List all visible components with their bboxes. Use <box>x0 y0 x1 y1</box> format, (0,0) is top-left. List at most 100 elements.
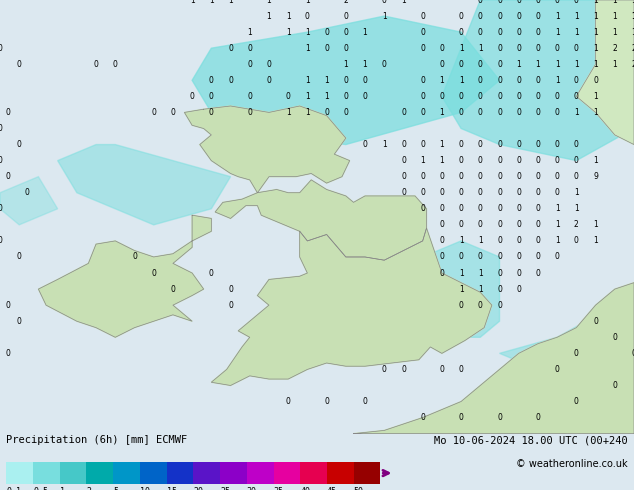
Text: 0: 0 <box>536 236 540 245</box>
Text: 2: 2 <box>631 60 634 69</box>
Text: 0: 0 <box>574 44 579 53</box>
Text: 1: 1 <box>363 27 368 37</box>
Text: 0: 0 <box>497 27 502 37</box>
Text: 1: 1 <box>555 236 560 245</box>
Text: 0: 0 <box>247 44 252 53</box>
Text: 1: 1 <box>555 204 560 213</box>
Polygon shape <box>192 16 500 145</box>
Text: 0: 0 <box>420 172 425 181</box>
Text: 1: 1 <box>344 60 348 69</box>
Text: 0: 0 <box>420 12 425 21</box>
Text: 0: 0 <box>478 60 482 69</box>
Text: 0: 0 <box>420 140 425 149</box>
Text: 1: 1 <box>574 108 579 117</box>
Text: 0: 0 <box>458 252 463 262</box>
Text: 0: 0 <box>458 27 463 37</box>
Text: 1: 1 <box>574 60 579 69</box>
Text: 0: 0 <box>344 44 348 53</box>
Text: 0: 0 <box>497 269 502 277</box>
Text: 1: 1 <box>478 285 482 294</box>
Polygon shape <box>0 177 58 225</box>
Text: 0: 0 <box>555 156 560 165</box>
Text: 0: 0 <box>228 44 233 53</box>
Text: 0: 0 <box>516 285 521 294</box>
Text: 0: 0 <box>536 204 540 213</box>
Text: 0: 0 <box>132 252 137 262</box>
Text: 0: 0 <box>16 60 22 69</box>
Text: 0: 0 <box>382 0 387 4</box>
Text: 1: 1 <box>266 12 271 21</box>
Text: 1: 1 <box>459 269 463 277</box>
Text: 0: 0 <box>420 188 425 197</box>
Text: 0: 0 <box>574 92 579 101</box>
Text: 0: 0 <box>478 172 482 181</box>
Text: 0: 0 <box>247 60 252 69</box>
Text: 0: 0 <box>536 92 540 101</box>
Text: 1: 1 <box>631 27 634 37</box>
Bar <box>167 462 193 484</box>
Polygon shape <box>576 0 634 145</box>
Text: 0: 0 <box>190 92 195 101</box>
Text: 0: 0 <box>497 188 502 197</box>
Text: 1: 1 <box>324 76 329 85</box>
Text: 0: 0 <box>555 92 560 101</box>
Text: 0: 0 <box>536 108 540 117</box>
Text: 0: 0 <box>439 365 444 374</box>
Bar <box>247 462 273 484</box>
Text: 1: 1 <box>305 27 310 37</box>
Text: 10: 10 <box>140 487 150 490</box>
Text: 0: 0 <box>0 124 3 133</box>
Text: 0: 0 <box>171 108 176 117</box>
Text: 0: 0 <box>536 12 540 21</box>
Text: 0: 0 <box>266 76 271 85</box>
Text: 35: 35 <box>273 487 283 490</box>
Text: 0: 0 <box>612 333 618 342</box>
Text: 0: 0 <box>209 269 214 277</box>
Text: 1: 1 <box>286 27 290 37</box>
Text: 1: 1 <box>439 140 444 149</box>
Text: 0: 0 <box>439 204 444 213</box>
Text: 0: 0 <box>516 252 521 262</box>
Text: 0: 0 <box>478 76 482 85</box>
Text: 1: 1 <box>363 60 368 69</box>
Bar <box>140 462 167 484</box>
Text: 0: 0 <box>631 349 634 358</box>
Text: 0: 0 <box>516 220 521 229</box>
Text: 0: 0 <box>420 204 425 213</box>
Text: 0: 0 <box>439 236 444 245</box>
Text: 1: 1 <box>305 44 310 53</box>
Text: 30: 30 <box>247 487 257 490</box>
Text: 1: 1 <box>516 60 521 69</box>
Text: 0: 0 <box>458 365 463 374</box>
Bar <box>86 462 113 484</box>
Text: 1: 1 <box>593 12 598 21</box>
Text: 0: 0 <box>209 92 214 101</box>
Text: 0: 0 <box>593 76 598 85</box>
Text: 0: 0 <box>555 365 560 374</box>
Text: 0: 0 <box>401 140 406 149</box>
Text: 0: 0 <box>324 27 329 37</box>
Text: 25: 25 <box>220 487 230 490</box>
Text: 0: 0 <box>536 269 540 277</box>
Bar <box>60 462 86 484</box>
Text: 0: 0 <box>420 27 425 37</box>
Text: 1: 1 <box>612 0 617 4</box>
Text: 0: 0 <box>0 156 3 165</box>
Text: 0: 0 <box>478 0 482 4</box>
Text: 1: 1 <box>382 12 387 21</box>
Text: Mo 10-06-2024 18.00 UTC (00+240: Mo 10-06-2024 18.00 UTC (00+240 <box>434 435 628 445</box>
Text: 0: 0 <box>478 92 482 101</box>
Text: 0: 0 <box>497 301 502 310</box>
Text: 0: 0 <box>228 285 233 294</box>
Text: 0: 0 <box>382 365 387 374</box>
Text: 0: 0 <box>0 44 3 53</box>
Text: 0: 0 <box>5 301 10 310</box>
Bar <box>354 462 380 484</box>
Text: 0: 0 <box>497 76 502 85</box>
Text: 1: 1 <box>574 188 579 197</box>
Text: 0: 0 <box>516 92 521 101</box>
Text: 2: 2 <box>574 220 579 229</box>
Text: 1: 1 <box>631 0 634 4</box>
Text: 1: 1 <box>593 156 598 165</box>
Text: 0: 0 <box>401 365 406 374</box>
